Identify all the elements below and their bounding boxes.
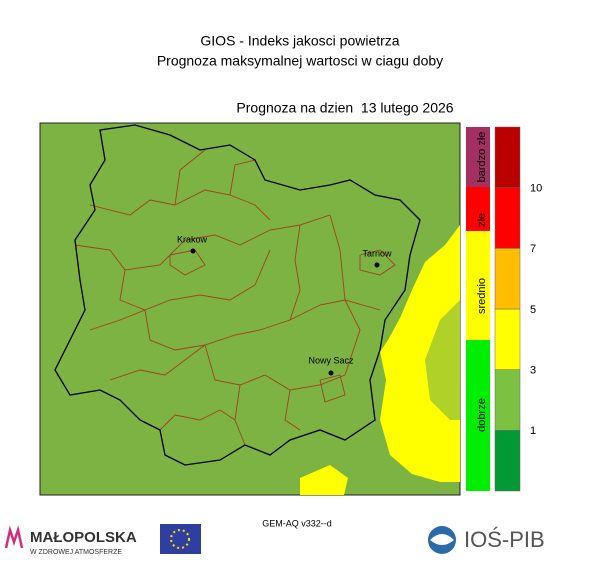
city-dot <box>190 248 196 254</box>
city-label: Nowy Sacz <box>308 355 354 365</box>
yellow-zone <box>300 465 348 495</box>
legend-box <box>466 231 490 340</box>
color-scale: 1 3 5 7 10 <box>494 126 542 492</box>
scale-label: 1 <box>530 425 536 437</box>
legend-label: srednio <box>476 278 488 314</box>
logo-text: MAŁOPOLSKA <box>30 529 137 546</box>
scale-box <box>494 248 521 310</box>
legend-label: bardzo złe <box>476 132 488 183</box>
district-borders <box>74 149 396 446</box>
yellow-zone <box>380 225 460 482</box>
eu-logo <box>160 524 201 554</box>
category-legend: bardzo złe złe srednio dobrze <box>466 127 490 491</box>
legend-box <box>466 340 490 491</box>
scale-box <box>494 369 521 431</box>
legend-label: dobrze <box>476 398 488 432</box>
scale-label: 3 <box>530 365 536 377</box>
scale-label: 7 <box>530 243 536 255</box>
scale-label: 5 <box>530 304 536 316</box>
title: GIOS - Indeks jakosci powietrza <box>200 33 399 49</box>
subtitle: Prognoza maksymalnej wartosci w ciagu do… <box>157 53 443 69</box>
city-dot <box>374 262 380 268</box>
scale-label: 10 <box>530 183 542 195</box>
scale-box <box>494 430 521 492</box>
logo-icon <box>4 525 24 549</box>
model-label: GEM-AQ v332--d <box>262 518 332 528</box>
legend-box <box>466 187 490 231</box>
legend-box <box>466 127 490 187</box>
scale-box <box>494 187 521 249</box>
region-border <box>54 124 421 466</box>
logo-right: IOŚ-PIB <box>428 526 545 554</box>
city-label: Krakow <box>177 234 208 244</box>
scale-box <box>494 126 521 188</box>
logo-text: IOŚ-PIB <box>464 527 545 552</box>
scale-box <box>494 308 521 370</box>
logo-subtext: W ZDROWEJ ATMOSFERZE <box>30 549 122 556</box>
eu-flag <box>160 524 201 554</box>
eu-stars <box>170 529 190 549</box>
green-patch <box>425 300 460 420</box>
city-label: Tarnow <box>362 248 392 258</box>
map: Krakow Tarnow Nowy Sacz <box>39 122 461 496</box>
legend-label: złe <box>476 213 488 227</box>
city-dot <box>328 370 334 376</box>
logo-icon <box>430 534 454 545</box>
logo-left: MAŁOPOLSKA W ZDROWEJ ATMOSFERZE <box>4 525 137 556</box>
date: Prognoza na dzien 13 lutego 2026 <box>236 100 453 116</box>
